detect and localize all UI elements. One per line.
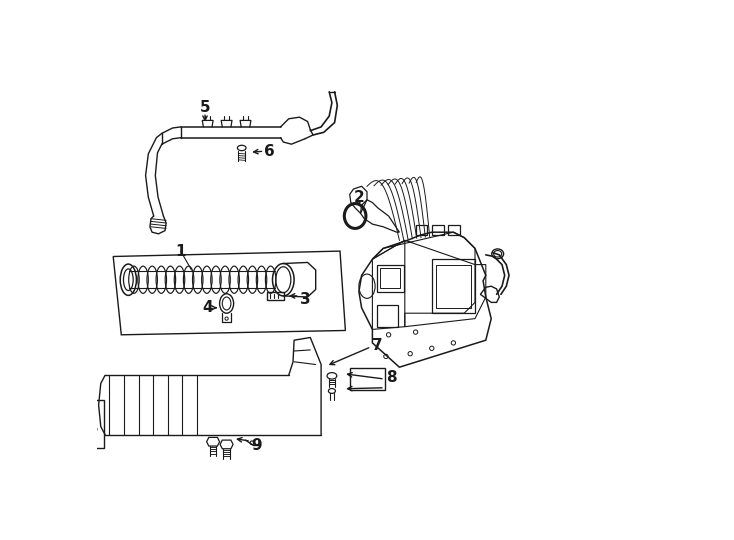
Bar — [432, 259, 475, 313]
Text: 3: 3 — [299, 292, 310, 307]
Text: 7: 7 — [372, 338, 383, 353]
Bar — [267, 292, 284, 300]
Bar — [415, 225, 427, 235]
Bar — [380, 268, 401, 288]
Text: 5: 5 — [200, 100, 211, 116]
Bar — [377, 305, 399, 327]
Text: 4: 4 — [203, 300, 213, 315]
Text: 6: 6 — [264, 144, 275, 159]
Bar — [349, 368, 385, 390]
Bar — [436, 265, 471, 308]
Bar — [377, 265, 404, 292]
Bar — [84, 400, 104, 448]
Text: 9: 9 — [251, 438, 261, 453]
Text: 2: 2 — [354, 190, 364, 205]
Bar — [432, 225, 443, 235]
Text: 1: 1 — [175, 244, 186, 259]
Bar — [448, 225, 460, 235]
Text: 8: 8 — [386, 370, 396, 386]
